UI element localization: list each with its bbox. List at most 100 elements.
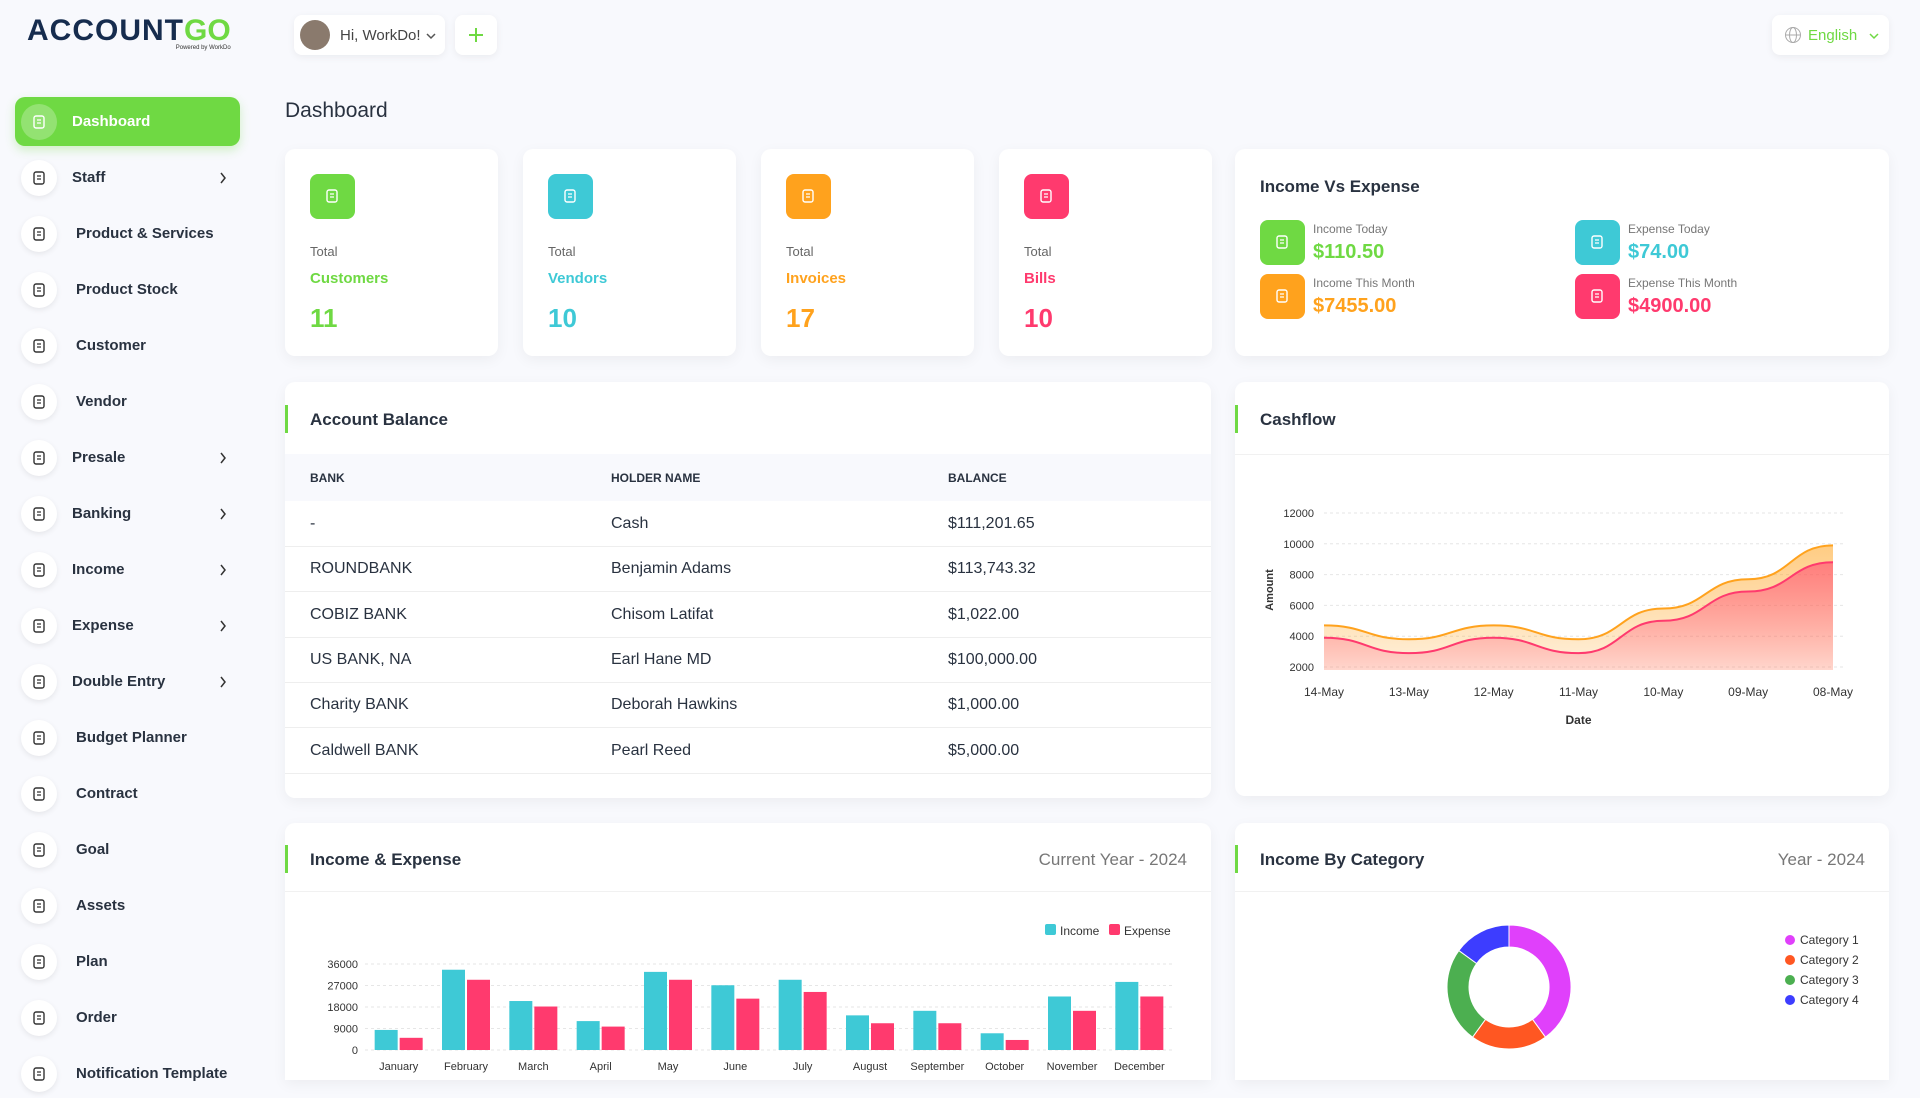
column-header: BANK (310, 471, 345, 485)
nav-icon-bg (21, 832, 57, 868)
nav-item[interactable]: Customer (15, 321, 240, 370)
nav-item[interactable]: Contract (15, 769, 240, 818)
table-cell: Earl Hane MD (611, 650, 712, 668)
page-title: Dashboard (285, 99, 388, 122)
nav-label: Customer (76, 337, 147, 354)
icon (33, 899, 45, 913)
nav-item[interactable]: Budget Planner (15, 713, 240, 762)
greeting: Hi, WorkDo! (340, 27, 421, 44)
stat-value: 11 (310, 303, 338, 333)
icon (1591, 235, 1603, 249)
nav-item[interactable]: Income (15, 545, 240, 594)
summary-icon (1260, 274, 1305, 319)
stat-label: Bills (1024, 270, 1056, 287)
nav-item[interactable]: Double Entry (15, 657, 240, 706)
icon (33, 507, 45, 521)
nav-label: Plan (76, 953, 108, 970)
stat-label: Vendors (548, 270, 608, 287)
user-menu[interactable]: Hi, WorkDo! (294, 15, 445, 55)
stat-icon (786, 174, 831, 219)
icon (802, 189, 814, 203)
row-divider (285, 591, 1211, 593)
accent (1235, 845, 1238, 873)
column-header: HOLDER NAME (611, 471, 701, 485)
icon (33, 227, 45, 241)
logo-powered: Powered by WorkDo (175, 45, 231, 51)
summary-icon (1575, 220, 1620, 265)
logo-accent: GO (184, 14, 231, 47)
nav-label: Assets (76, 897, 126, 914)
nav-label: Presale (72, 449, 126, 466)
nav-item[interactable]: Staff (15, 153, 240, 202)
icon (33, 787, 45, 801)
nav-icon-bg (21, 1056, 57, 1092)
logo-main: ACCOUNT (27, 14, 184, 47)
avatar (300, 20, 330, 50)
divider (285, 891, 1211, 892)
card-title: Cashflow (1260, 410, 1336, 429)
summary-label: Expense This Month (1628, 276, 1738, 290)
nav-item[interactable]: Dashboard (15, 97, 240, 146)
nav-item[interactable]: Product Stock (15, 265, 240, 314)
nav-item[interactable]: Order (15, 993, 240, 1042)
summary-value: $4900.00 (1628, 295, 1712, 317)
icon (1276, 289, 1288, 303)
nav-label: Double Entry (72, 673, 166, 690)
nav-item[interactable]: Goal (15, 825, 240, 874)
table-cell: Deborah Hawkins (611, 696, 738, 714)
stat-caption: Total (786, 244, 814, 259)
nav-item[interactable]: Product & Services (15, 209, 240, 258)
icon (33, 339, 45, 353)
card-subtitle: Year - 2024 (1777, 850, 1865, 869)
table-cell: Charity BANK (310, 696, 409, 714)
plus-icon (469, 28, 483, 42)
row-divider (285, 727, 1211, 729)
nav-icon-bg (21, 216, 57, 252)
language-menu[interactable]: English (1772, 15, 1889, 55)
nav-item[interactable]: Vendor (15, 377, 240, 426)
nav-icon-bg (21, 552, 57, 588)
nav-label: Income (72, 561, 125, 578)
table-cell: $5,000.00 (948, 741, 1020, 759)
logo[interactable]: ACCOUNTGO Powered by WorkDo (27, 14, 231, 51)
chevron (426, 33, 436, 40)
table-cell: $113,743.32 (948, 560, 1036, 578)
card-title: Income Vs Expense (1260, 177, 1420, 196)
nav-icon-bg (21, 328, 57, 364)
nav-icon-bg (21, 440, 57, 476)
stat-card: Total Invoices 17 (761, 149, 974, 356)
submenu-arrow (220, 564, 226, 576)
table-cell: $1,022.00 (948, 605, 1020, 623)
stat-card: Total Vendors 10 (523, 149, 736, 356)
nav-item[interactable]: Notification Template (15, 1049, 240, 1098)
submenu-arrow (220, 452, 226, 464)
nav-label: Goal (76, 841, 110, 858)
table-cell: Benjamin Adams (611, 560, 732, 578)
nav-label: Product & Services (76, 225, 214, 242)
nav-item[interactable]: Presale (15, 433, 240, 482)
stat-label: Invoices (786, 270, 847, 287)
table-cell: US BANK, NA (310, 650, 412, 668)
stat-value: 17 (786, 303, 815, 333)
nav-label: Banking (72, 505, 132, 522)
icon (33, 171, 45, 185)
nav-label: Product Stock (76, 281, 178, 298)
nav-label: Vendor (76, 393, 127, 410)
summary-label: Income Today (1313, 222, 1388, 236)
add-button[interactable] (455, 15, 497, 55)
nav-item[interactable]: Banking (15, 489, 240, 538)
stat-value: 10 (548, 303, 577, 333)
icon (33, 675, 45, 689)
table-cell: Chisom Latifat (611, 605, 714, 623)
globe-icon (1785, 27, 1801, 43)
stat-caption: Total (1024, 244, 1052, 259)
nav-label: Staff (72, 169, 106, 186)
submenu-arrow (220, 620, 226, 632)
nav-item[interactable]: Plan (15, 937, 240, 986)
nav-item[interactable]: Expense (15, 601, 240, 650)
icon (1276, 235, 1288, 249)
nav-item[interactable]: Assets (15, 881, 240, 930)
stat-icon (1024, 174, 1069, 219)
stat-label: Customers (310, 270, 389, 287)
